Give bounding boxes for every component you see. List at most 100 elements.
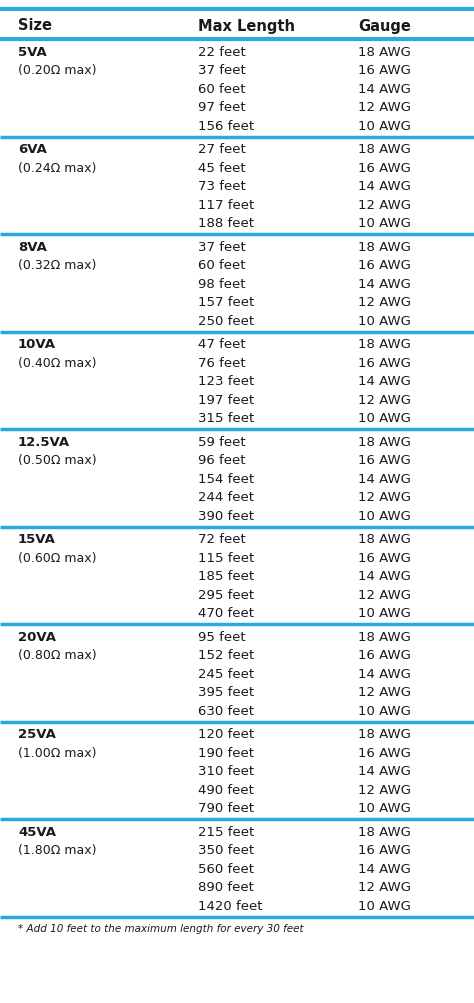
Text: 12 AWG: 12 AWG [358,101,411,114]
Text: 1420 feet: 1420 feet [198,899,263,912]
Text: 14 AWG: 14 AWG [358,570,411,583]
Text: 12 AWG: 12 AWG [358,588,411,601]
Text: 6VA: 6VA [18,143,47,156]
Text: 73 feet: 73 feet [198,181,246,193]
Text: 14 AWG: 14 AWG [358,667,411,680]
Text: 22 feet: 22 feet [198,46,246,59]
Text: 470 feet: 470 feet [198,607,254,620]
Text: 37 feet: 37 feet [198,241,246,254]
Text: 310 feet: 310 feet [198,764,254,777]
Text: 10 AWG: 10 AWG [358,704,411,717]
Text: 244 feet: 244 feet [198,490,254,504]
Text: 12 AWG: 12 AWG [358,686,411,698]
Text: 120 feet: 120 feet [198,727,254,740]
Text: 45VA: 45VA [18,824,56,838]
Text: 47 feet: 47 feet [198,338,246,351]
Text: 250 feet: 250 feet [198,314,254,327]
Text: 37 feet: 37 feet [198,64,246,77]
Text: (0.80Ω max): (0.80Ω max) [18,649,97,662]
Text: 157 feet: 157 feet [198,296,254,309]
Text: 16 AWG: 16 AWG [358,161,411,175]
Text: 14 AWG: 14 AWG [358,82,411,95]
Text: 395 feet: 395 feet [198,686,254,698]
Text: 117 feet: 117 feet [198,199,254,212]
Text: 10 AWG: 10 AWG [358,899,411,912]
Text: 10 AWG: 10 AWG [358,217,411,230]
Text: 12 AWG: 12 AWG [358,199,411,212]
Text: 890 feet: 890 feet [198,881,254,894]
Text: 8VA: 8VA [18,241,47,254]
Text: 15VA: 15VA [18,533,56,546]
Text: 350 feet: 350 feet [198,844,254,857]
Text: 25VA: 25VA [18,727,56,740]
Text: 630 feet: 630 feet [198,704,254,717]
Text: 18 AWG: 18 AWG [358,824,411,838]
Text: (0.40Ω max): (0.40Ω max) [18,356,97,369]
Text: 16 AWG: 16 AWG [358,259,411,272]
Text: 152 feet: 152 feet [198,649,254,662]
Text: 154 feet: 154 feet [198,472,254,485]
Text: Size: Size [18,18,52,33]
Text: 188 feet: 188 feet [198,217,254,230]
Text: 18 AWG: 18 AWG [358,533,411,546]
Text: 14 AWG: 14 AWG [358,764,411,777]
Text: (1.00Ω max): (1.00Ω max) [18,746,97,759]
Text: 10 AWG: 10 AWG [358,412,411,425]
Text: 18 AWG: 18 AWG [358,727,411,740]
Text: 390 feet: 390 feet [198,510,254,523]
Text: (0.50Ω max): (0.50Ω max) [18,453,97,466]
Text: 14 AWG: 14 AWG [358,375,411,388]
Text: 16 AWG: 16 AWG [358,64,411,77]
Text: (0.32Ω max): (0.32Ω max) [18,259,96,272]
Text: 95 feet: 95 feet [198,630,246,643]
Text: 14 AWG: 14 AWG [358,181,411,193]
Text: 16 AWG: 16 AWG [358,552,411,564]
Text: 18 AWG: 18 AWG [358,630,411,643]
Text: (0.60Ω max): (0.60Ω max) [18,552,97,564]
Text: 115 feet: 115 feet [198,552,254,564]
Text: 16 AWG: 16 AWG [358,453,411,466]
Text: (0.20Ω max): (0.20Ω max) [18,64,97,77]
Text: 14 AWG: 14 AWG [358,278,411,291]
Text: 14 AWG: 14 AWG [358,862,411,875]
Text: 12 AWG: 12 AWG [358,881,411,894]
Text: (0.24Ω max): (0.24Ω max) [18,161,96,175]
Text: 156 feet: 156 feet [198,119,254,132]
Text: 18 AWG: 18 AWG [358,241,411,254]
Text: 12 AWG: 12 AWG [358,296,411,309]
Text: 27 feet: 27 feet [198,143,246,156]
Text: 560 feet: 560 feet [198,862,254,875]
Text: 185 feet: 185 feet [198,570,254,583]
Text: 490 feet: 490 feet [198,783,254,796]
Text: 315 feet: 315 feet [198,412,254,425]
Text: 190 feet: 190 feet [198,746,254,759]
Text: 245 feet: 245 feet [198,667,254,680]
Text: 10VA: 10VA [18,338,56,351]
Text: (1.80Ω max): (1.80Ω max) [18,844,97,857]
Text: 16 AWG: 16 AWG [358,746,411,759]
Text: 98 feet: 98 feet [198,278,246,291]
Text: 12 AWG: 12 AWG [358,393,411,406]
Text: 215 feet: 215 feet [198,824,254,838]
Text: 790 feet: 790 feet [198,801,254,814]
Text: 295 feet: 295 feet [198,588,254,601]
Text: 60 feet: 60 feet [198,259,246,272]
Text: 16 AWG: 16 AWG [358,844,411,857]
Text: 10 AWG: 10 AWG [358,510,411,523]
Text: 12.5VA: 12.5VA [18,435,70,448]
Text: Max Length: Max Length [198,18,295,33]
Text: 5VA: 5VA [18,46,47,59]
Text: 12 AWG: 12 AWG [358,783,411,796]
Text: 45 feet: 45 feet [198,161,246,175]
Text: 97 feet: 97 feet [198,101,246,114]
Text: 10 AWG: 10 AWG [358,801,411,814]
Text: 10 AWG: 10 AWG [358,607,411,620]
Text: 16 AWG: 16 AWG [358,356,411,369]
Text: 18 AWG: 18 AWG [358,338,411,351]
Text: 14 AWG: 14 AWG [358,472,411,485]
Text: * Add 10 feet to the maximum length for every 30 feet: * Add 10 feet to the maximum length for … [18,924,304,934]
Text: 59 feet: 59 feet [198,435,246,448]
Text: 60 feet: 60 feet [198,82,246,95]
Text: 72 feet: 72 feet [198,533,246,546]
Text: 18 AWG: 18 AWG [358,46,411,59]
